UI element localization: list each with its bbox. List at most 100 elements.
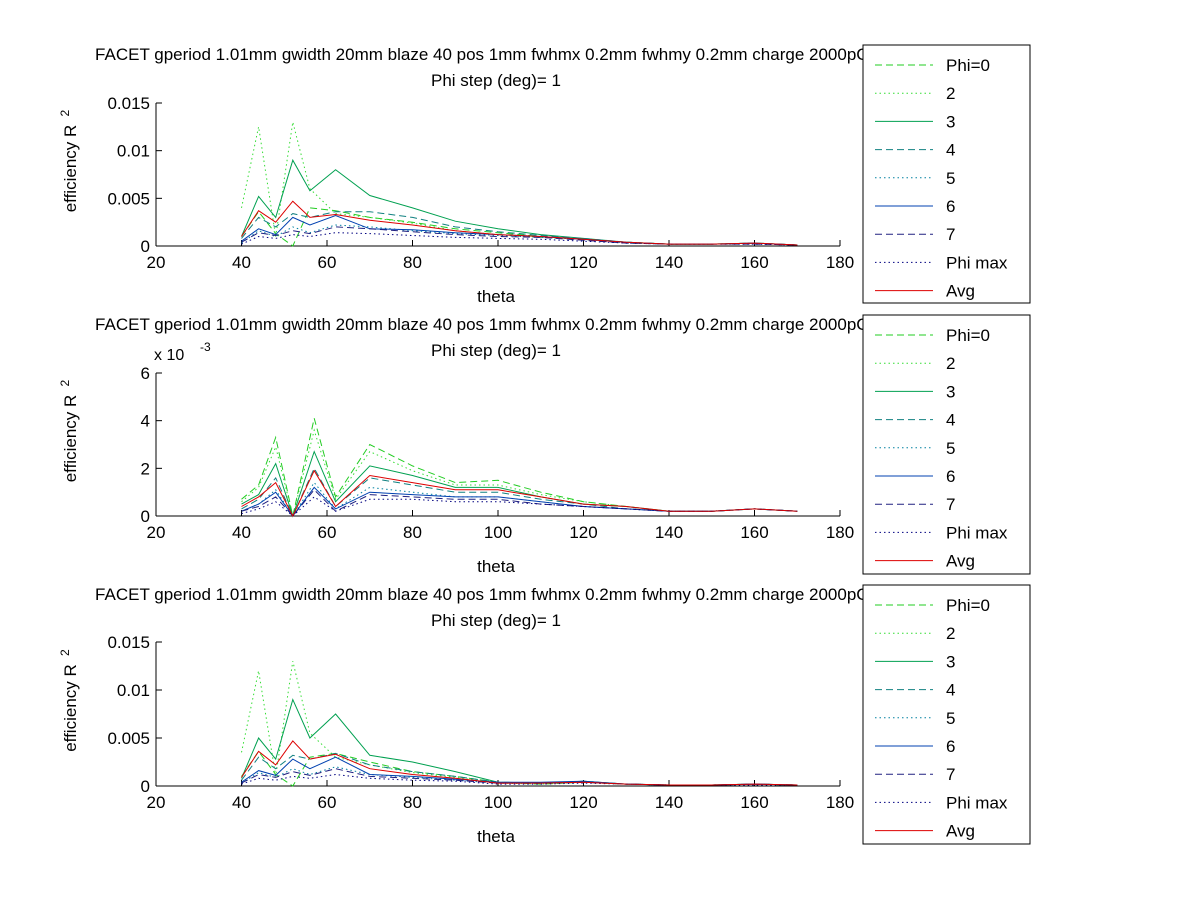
y-axis-label-superscript: 2	[58, 380, 72, 387]
legend: Phi=0 2 3 4 5 6 7 Phi max Avg	[862, 314, 1031, 575]
series-line-avg	[241, 200, 798, 246]
legend-label: 4	[946, 411, 955, 430]
legend-box	[862, 44, 1031, 304]
y-exponent-superscript: -3	[200, 340, 211, 354]
x-tick-label: 140	[655, 523, 683, 542]
series-line-phi-0	[241, 418, 798, 517]
x-tick-label: 180	[826, 253, 854, 272]
x-tick-label: 120	[569, 523, 597, 542]
x-axis-label: theta	[477, 827, 515, 846]
legend-label: 3	[946, 382, 955, 401]
subplot-3: FACET gperiod 1.01mm gwidth 20mm blaze 4…	[58, 584, 1031, 846]
x-axis-label: theta	[477, 287, 515, 306]
x-tick-label: 160	[740, 793, 768, 812]
series-line-4	[241, 211, 798, 246]
legend-label: 5	[946, 169, 955, 188]
y-tick-label: 0	[141, 507, 150, 526]
legend-label: 3	[946, 112, 955, 131]
legend: Phi=0 2 3 4 5 6 7 Phi max Avg	[862, 584, 1031, 845]
x-tick-label: 20	[147, 793, 166, 812]
y-axis-label-superscript: 2	[58, 110, 72, 117]
x-tick-label: 60	[318, 253, 337, 272]
legend-box	[862, 584, 1031, 845]
subplot-panels: FACET gperiod 1.01mm gwidth 20mm blaze 4…	[58, 44, 1031, 846]
x-axis-label: theta	[477, 557, 515, 576]
x-tick-label: 100	[484, 523, 512, 542]
subplot-title: FACET gperiod 1.01mm gwidth 20mm blaze 4…	[95, 315, 1017, 334]
legend-label: 6	[946, 467, 955, 486]
subplot-title: FACET gperiod 1.01mm gwidth 20mm blaze 4…	[95, 585, 1017, 604]
x-tick-label: 140	[655, 253, 683, 272]
y-exponent-label: x 10	[154, 347, 184, 364]
y-tick-label: 0	[141, 777, 150, 796]
y-tick-label: 0.01	[117, 681, 150, 700]
legend-label: Phi max	[946, 253, 1008, 272]
legend-label: 6	[946, 737, 955, 756]
y-tick-label: 0.015	[107, 94, 150, 113]
legend-label: 7	[946, 225, 955, 244]
legend-label: 5	[946, 439, 955, 458]
x-tick-label: 80	[403, 523, 422, 542]
y-tick-label: 0	[141, 237, 150, 256]
series-line-phi-max	[241, 232, 798, 246]
series-line-avg	[241, 740, 798, 786]
x-tick-label: 80	[403, 793, 422, 812]
legend-label: 4	[946, 681, 955, 700]
x-tick-label: 60	[318, 793, 337, 812]
x-tick-label: 20	[147, 253, 166, 272]
legend-label: Phi=0	[946, 326, 990, 345]
series-line-phi-max	[241, 496, 798, 517]
y-axis-label-superscript: 2	[58, 649, 72, 656]
y-tick-label: 4	[141, 412, 150, 431]
legend-label: Phi=0	[946, 596, 990, 615]
legend-label: 7	[946, 765, 955, 784]
legend-label: Phi max	[946, 793, 1008, 812]
legend: Phi=0 2 3 4 5 6 7 Phi max Avg	[862, 44, 1031, 304]
x-tick-label: 160	[740, 253, 768, 272]
x-tick-label: 40	[232, 523, 251, 542]
subplot-1: FACET gperiod 1.01mm gwidth 20mm blaze 4…	[58, 44, 1031, 306]
x-tick-label: 20	[147, 523, 166, 542]
y-axis-label: efficiency R	[61, 125, 80, 213]
legend-label: 6	[946, 197, 955, 216]
legend-label: Avg	[946, 552, 975, 571]
x-tick-label: 100	[484, 253, 512, 272]
x-tick-label: 100	[484, 793, 512, 812]
legend-label: Avg	[946, 282, 975, 301]
legend-label: 2	[946, 624, 955, 643]
series-line-avg	[241, 469, 798, 518]
x-tick-label: 180	[826, 523, 854, 542]
y-tick-label: 0.005	[107, 729, 150, 748]
series-line-2	[241, 428, 798, 517]
x-tick-label: 80	[403, 253, 422, 272]
y-axis-label: efficiency R	[61, 664, 80, 752]
legend-box	[862, 314, 1031, 575]
x-tick-label: 60	[318, 523, 337, 542]
legend-label: 4	[946, 141, 955, 160]
subplot-subtitle: Phi step (deg)= 1	[431, 611, 561, 630]
legend-label: 5	[946, 709, 955, 728]
subplot-subtitle: Phi step (deg)= 1	[431, 341, 561, 360]
legend-label: 7	[946, 495, 955, 514]
y-tick-label: 0.015	[107, 633, 150, 652]
y-tick-label: 6	[141, 364, 150, 383]
y-tick-label: 2	[141, 459, 150, 478]
x-tick-label: 140	[655, 793, 683, 812]
subplot-2: FACET gperiod 1.01mm gwidth 20mm blaze 4…	[58, 314, 1031, 576]
subplot-subtitle: Phi step (deg)= 1	[431, 71, 561, 90]
legend-label: Phi=0	[946, 56, 990, 75]
x-tick-label: 180	[826, 793, 854, 812]
x-tick-label: 160	[740, 523, 768, 542]
x-tick-label: 40	[232, 253, 251, 272]
x-tick-label: 40	[232, 793, 251, 812]
legend-label: Avg	[946, 822, 975, 841]
y-axis-label: efficiency R	[61, 395, 80, 483]
legend-label: 2	[946, 354, 955, 373]
series-line-7	[241, 768, 798, 786]
legend-label: 2	[946, 84, 955, 103]
y-tick-label: 0.005	[107, 189, 150, 208]
subplot-title: FACET gperiod 1.01mm gwidth 20mm blaze 4…	[95, 45, 1017, 64]
legend-label: Phi max	[946, 523, 1008, 542]
series-line-2	[241, 121, 798, 246]
